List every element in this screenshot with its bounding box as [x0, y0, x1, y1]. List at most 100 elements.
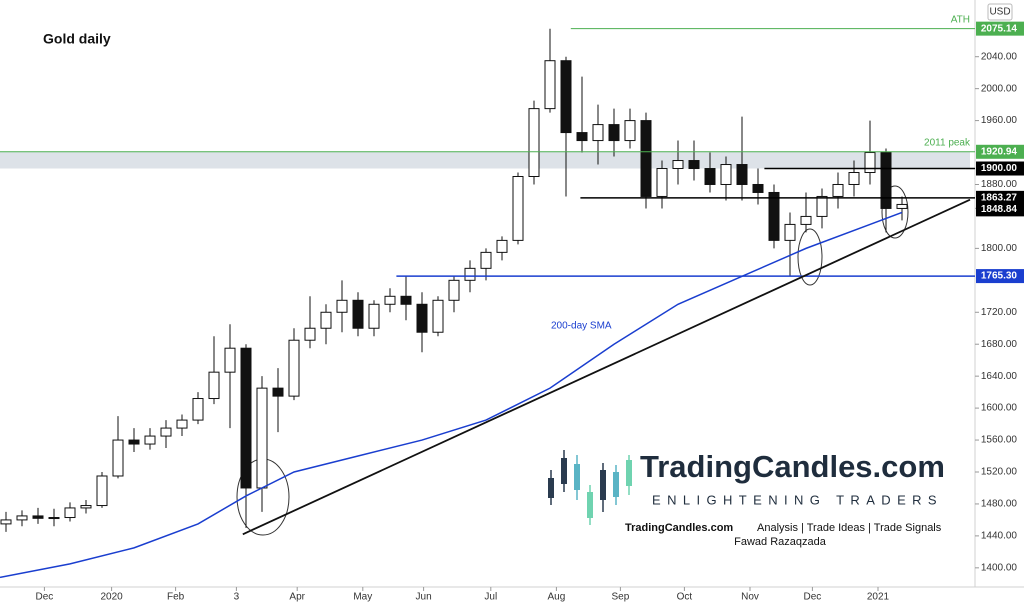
- candle-body: [368, 303, 380, 329]
- candle-body: [880, 152, 892, 209]
- candle-body: [144, 435, 156, 445]
- candle-body: [608, 124, 620, 142]
- level-tag: [976, 21, 1024, 36]
- y-tick-label: 1520.00: [981, 467, 1018, 478]
- level-tag: [976, 144, 1024, 159]
- candle-body: [464, 267, 476, 281]
- candle-body: [16, 515, 28, 521]
- sma-label: 200-day SMA: [551, 321, 612, 332]
- services-site: TradingCandles.com: [625, 522, 733, 534]
- y-tick-label: 1800.00: [981, 243, 1018, 254]
- candle-body: [192, 398, 204, 421]
- y-tick-label: 1680.00: [981, 339, 1018, 350]
- candle-body: [240, 347, 252, 489]
- candle-body: [176, 419, 188, 429]
- candle-body: [896, 203, 908, 209]
- x-tick-label: Jul: [484, 592, 497, 603]
- level-label: 1765.30: [981, 271, 1018, 282]
- candle-body: [272, 387, 284, 397]
- sma-line: [0, 211, 903, 579]
- level-tag: [976, 161, 1024, 176]
- candle-body: [592, 124, 604, 142]
- y-tick-label: 1440.00: [981, 531, 1018, 542]
- candle-body: [432, 299, 444, 333]
- highlight-ellipse: [881, 185, 909, 239]
- author: Fawad Razaqzada: [734, 536, 827, 548]
- candle-body: [256, 387, 268, 489]
- candle-body: [304, 327, 316, 341]
- services: Analysis | Trade Ideas | Trade Signals: [757, 522, 942, 534]
- candle-body: [672, 160, 684, 170]
- x-tick-label: Dec: [36, 592, 54, 603]
- y-tick-label: 2000.00: [981, 83, 1018, 94]
- zone: [0, 151, 970, 169]
- candle-body: [336, 299, 348, 313]
- candle-body: [512, 175, 524, 241]
- level-tag: [976, 202, 1024, 217]
- candle-body: [400, 295, 412, 305]
- highlight-ellipse: [797, 228, 823, 286]
- y-tick-label: 1560.00: [981, 435, 1018, 446]
- y-tick-label: 2040.00: [981, 51, 1018, 62]
- candle-body: [720, 164, 732, 185]
- candle-body: [624, 120, 636, 142]
- candle-body: [384, 295, 396, 305]
- candle-body: [208, 371, 220, 400]
- candle-body: [288, 339, 300, 397]
- trend-line: [242, 198, 971, 536]
- candle-body: [48, 517, 60, 520]
- candle-body: [784, 223, 796, 241]
- y-tick-label: 1880.00: [981, 179, 1018, 190]
- level-label: 2075.14: [981, 23, 1018, 34]
- candle-body: [448, 279, 460, 301]
- y-tick-label: 1480.00: [981, 499, 1018, 510]
- candle-body: [752, 183, 764, 193]
- x-tick-label: Aug: [548, 592, 566, 603]
- logo: [548, 450, 632, 525]
- candle-body: [64, 507, 76, 519]
- candle-body: [80, 505, 92, 509]
- x-tick-label: 3: [234, 592, 240, 603]
- candle-body: [352, 299, 364, 329]
- candle-body: [656, 168, 668, 197]
- x-tick-label: 2021: [867, 592, 890, 603]
- candle-body: [640, 120, 652, 197]
- candle-body: [128, 439, 140, 445]
- candle-body: [0, 519, 12, 525]
- candle-body: [704, 168, 716, 185]
- level-label: 1900.00: [981, 163, 1018, 174]
- candle-body: [768, 191, 780, 241]
- chart-title: Gold daily: [43, 31, 111, 47]
- x-tick-label: Sep: [612, 592, 630, 603]
- x-tick-label: Dec: [804, 592, 822, 603]
- candle-body: [96, 475, 108, 507]
- x-tick-label: Apr: [289, 592, 305, 603]
- y-tick-label: 1720.00: [981, 307, 1018, 318]
- candle-body: [800, 215, 812, 225]
- candle-body: [32, 515, 44, 519]
- x-tick-label: Jun: [416, 592, 432, 603]
- y-tick-label: 1960.00: [981, 115, 1018, 126]
- candle-body: [848, 172, 860, 185]
- candle-body: [160, 427, 172, 437]
- candle-body: [736, 164, 748, 185]
- level-note: ATH: [951, 14, 970, 25]
- x-tick-label: Feb: [167, 592, 185, 603]
- level-label: 1848.84: [981, 204, 1018, 215]
- candle-body: [224, 347, 236, 373]
- candle-body: [688, 160, 700, 170]
- level-tag: [976, 269, 1024, 284]
- y-tick-label: 1640.00: [981, 371, 1018, 382]
- y-tick-label: 1400.00: [981, 562, 1018, 573]
- candle-body: [416, 303, 428, 333]
- candle-body: [480, 251, 492, 269]
- candle-body: [528, 108, 540, 177]
- x-tick-label: Oct: [677, 592, 693, 603]
- currency-box: [987, 3, 1013, 21]
- candle-body: [112, 439, 124, 477]
- candle-body: [864, 152, 876, 174]
- brand-tagline: ENLIGHTENING TRADERS: [652, 492, 943, 507]
- candle-body: [816, 195, 828, 217]
